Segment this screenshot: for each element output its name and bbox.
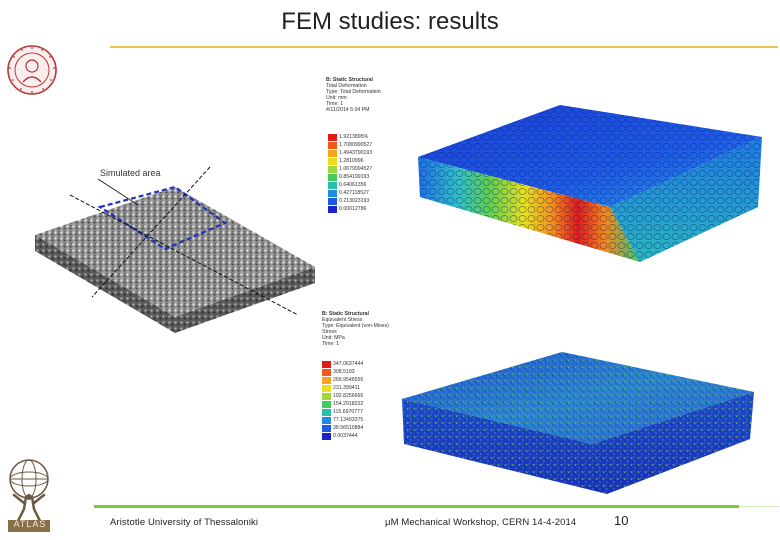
legend-swatch [322, 384, 331, 392]
mesh-slab-figure [30, 165, 320, 335]
legend-row: 38.56510884 [322, 424, 363, 432]
footer-rule [94, 505, 739, 508]
legend-swatch [328, 149, 337, 157]
legend-value: 269.9546555 [333, 377, 364, 383]
legend-row: 269.9546555 [322, 376, 363, 384]
stress-legend: 347.0637444 308.5193 269.9546555 231.399… [322, 360, 363, 440]
legend-value: 231.399411 [333, 385, 361, 391]
legend-value: 0.213023193 [339, 198, 370, 204]
panel-line: B: Static Structural [322, 311, 369, 317]
legend-value: 1.2810996 [339, 158, 364, 164]
legend-value: 1.4943790193 [339, 150, 373, 156]
legend-swatch [322, 392, 331, 400]
legend-value: 0.00012786 [339, 206, 367, 212]
panel-line: Unit: MPa [322, 335, 345, 342]
legend-swatch [328, 141, 337, 149]
legend-swatch [328, 157, 337, 165]
panel-line: Total Deformation [326, 83, 367, 90]
legend-swatch [328, 165, 337, 173]
legend-swatch [322, 432, 331, 440]
legend-swatch [322, 416, 331, 424]
legend-swatch [322, 424, 331, 432]
university-seal-icon [6, 42, 58, 98]
legend-value: 1.9213895% [339, 134, 369, 140]
legend-swatch [322, 400, 331, 408]
footer-institution: Aristotle University of Thessaloniki [110, 517, 259, 528]
footer-rule-end [739, 506, 779, 507]
legend-value: 38.56510884 [333, 425, 364, 431]
legend-row: 1.2810996 [328, 157, 372, 165]
footer-event: μM Mechanical Workshop, CERN 14-4-2014 [385, 517, 577, 528]
legend-row: 1.0679994527 [328, 165, 372, 173]
legend-value: 0.854199193 [339, 174, 370, 180]
legend-swatch [328, 133, 337, 141]
legend-value: 0.427118527 [339, 190, 369, 196]
legend-row: 154.2918222 [322, 400, 363, 408]
legend-row: 0.213023193 [328, 197, 372, 205]
legend-row: 0.0037444 [322, 432, 363, 440]
panel-line: B: Static Structural [326, 77, 373, 83]
stress-panel-header: B: Static Structural Equivalent Stress T… [322, 311, 412, 348]
panel-line: Time: 1 [322, 341, 340, 348]
legend-value: 77.13493375 [333, 417, 364, 423]
legend-row: 347.0637444 [322, 360, 363, 368]
legend-row: 1.4943790193 [328, 149, 372, 157]
legend-value: 192.8256666 [333, 393, 364, 399]
stress-result-render [392, 344, 762, 502]
legend-value: 0.64061356 [339, 182, 367, 188]
deformation-result-render [410, 97, 772, 272]
atlas-logo-icon [6, 453, 52, 533]
legend-row: 0.64061356 [328, 181, 372, 189]
legend-row: 77.13493375 [322, 416, 363, 424]
legend-swatch [322, 360, 331, 368]
legend-value: 0.0037444 [333, 433, 358, 439]
panel-line: Type: Equivalent (von-Mises) [322, 323, 389, 330]
legend-value: 347.0637444 [333, 361, 364, 367]
legend-row: 1.7080990527 [328, 141, 372, 149]
legend-swatch [328, 181, 337, 189]
legend-value: 1.0679994527 [339, 166, 373, 172]
legend-row: 308.5193 [322, 368, 363, 376]
panel-line: Type: Total Deformation [326, 89, 381, 96]
simulated-area-label: Simulated area [100, 168, 161, 178]
legend-swatch [322, 376, 331, 384]
legend-swatch [322, 408, 331, 416]
deformation-legend: 1.9213895% 1.7080990527 1.4943790193 1.2… [328, 133, 372, 213]
legend-row: 1.9213895% [328, 133, 372, 141]
deformation-panel-header: B: Static Structural Total Deformation T… [326, 77, 416, 114]
legend-value: 154.2918222 [333, 401, 364, 407]
legend-swatch [328, 197, 337, 205]
legend-value: 1.7080990527 [339, 142, 373, 148]
panel-line: 4/11/2014 5:34 PM [326, 107, 370, 114]
atlas-logo-label: ATLAS [13, 519, 47, 529]
legend-row: 0.427118527 [328, 189, 372, 197]
legend-row: 115.6970777 [322, 408, 363, 416]
legend-swatch [328, 173, 337, 181]
legend-swatch [328, 189, 337, 197]
legend-value: 115.6970777 [333, 409, 363, 415]
panel-line: Equivalent Stress [322, 317, 363, 324]
legend-swatch [322, 368, 331, 376]
panel-line: Unit: mm [326, 95, 347, 102]
slide-title: FEM studies: results [281, 8, 499, 35]
legend-swatch [328, 205, 337, 213]
legend-row: 0.00012786 [328, 205, 372, 213]
legend-row: 0.854199193 [328, 173, 372, 181]
panel-line: Time: 1 [326, 101, 344, 108]
panel-line: Stress [322, 329, 337, 336]
page-number: 10 [614, 513, 629, 528]
legend-row: 192.8256666 [322, 392, 363, 400]
legend-row: 231.399411 [322, 384, 363, 392]
legend-value: 308.5193 [333, 369, 355, 375]
title-rule [110, 46, 778, 48]
